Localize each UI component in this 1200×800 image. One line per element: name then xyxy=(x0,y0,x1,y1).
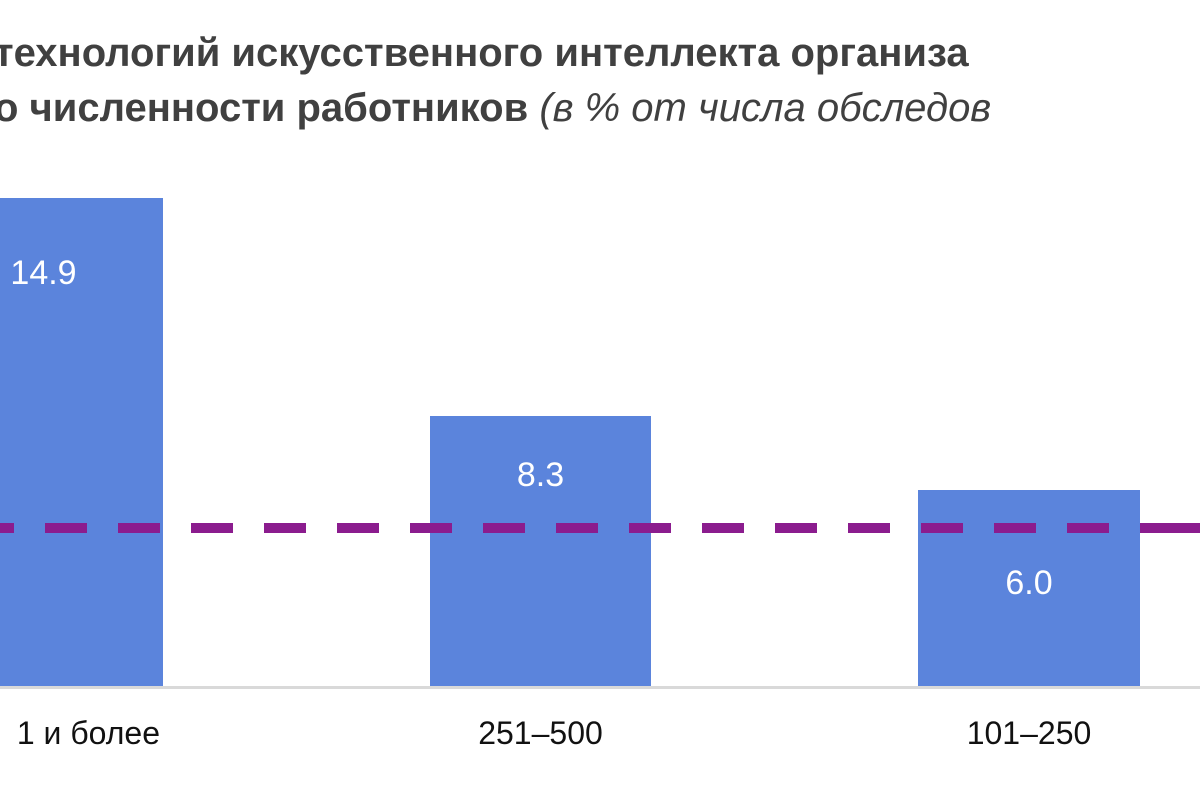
category-label-1: 1 и более xyxy=(16,715,160,751)
chart-title-line1: технологий искусственного интеллекта орг… xyxy=(0,31,969,75)
bar-3-value: 6.0 xyxy=(1005,564,1053,602)
bar-1: 14.9 xyxy=(0,198,163,687)
bar-2-value: 8.3 xyxy=(516,456,565,494)
chart-title-line2: о численности работников (в % от числа о… xyxy=(0,88,991,128)
chart-subtitle: (в % от числа обследов xyxy=(539,86,992,130)
reference-dashed-line xyxy=(0,523,1200,533)
bar-2: 8.3 xyxy=(430,416,651,687)
x-axis-line xyxy=(0,686,1200,689)
category-label-2: 251–500 xyxy=(478,715,603,751)
category-label-3: 101–250 xyxy=(966,715,1092,751)
chart-title-line2-text: о численности работников xyxy=(0,86,529,130)
bar-1-value: 14.9 xyxy=(10,254,77,292)
bar-3: 6.0 xyxy=(918,490,1140,687)
